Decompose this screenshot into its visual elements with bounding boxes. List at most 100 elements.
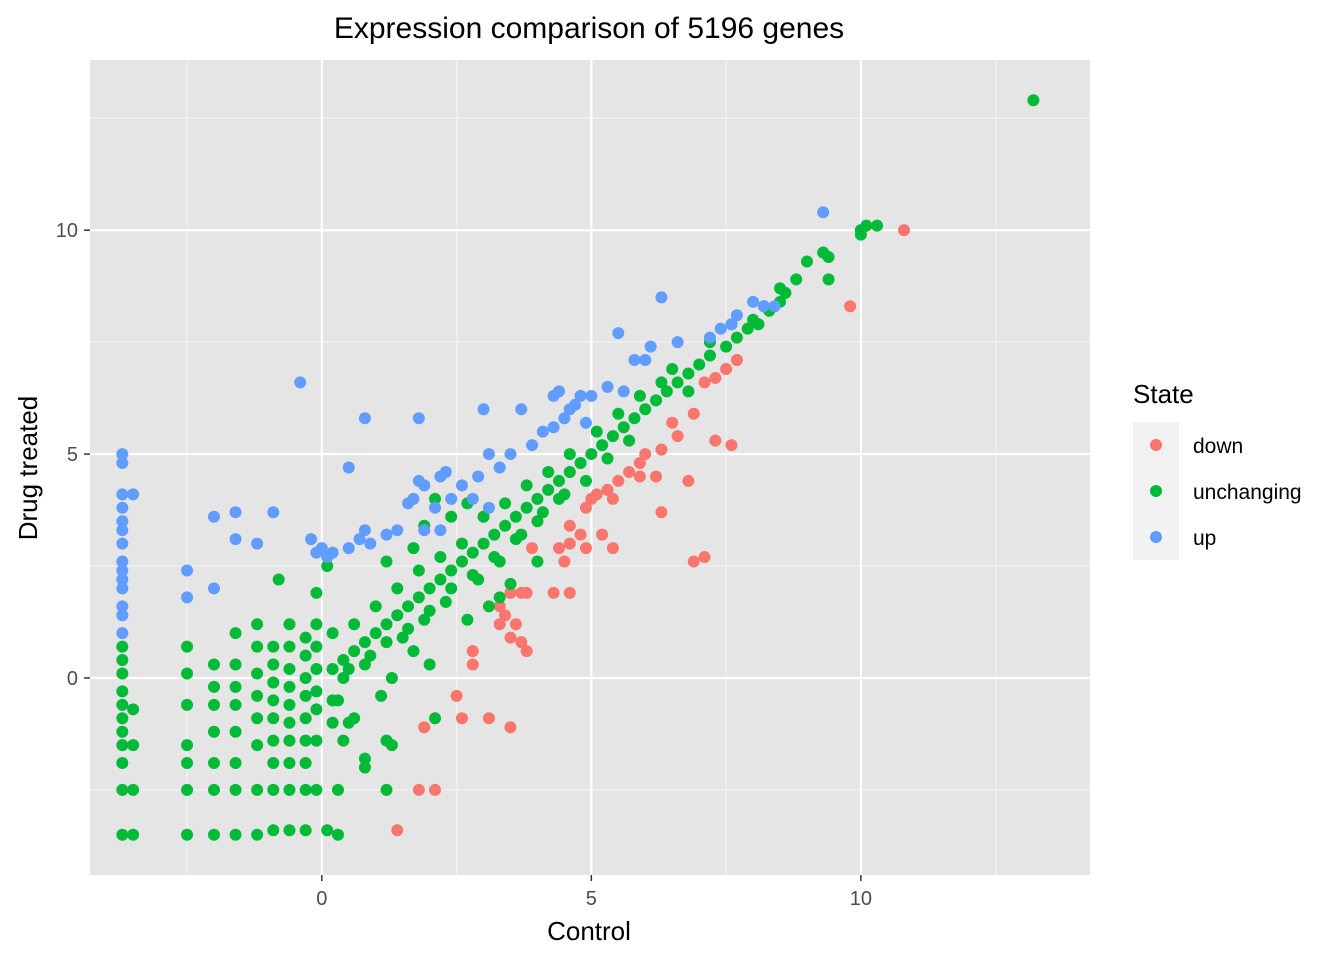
point-unchanging [779, 286, 792, 299]
point-up [116, 524, 129, 537]
point-down [725, 439, 738, 452]
point-down [606, 542, 619, 555]
point-up [547, 421, 560, 434]
point-unchanging [380, 618, 393, 631]
point-unchanging [207, 725, 220, 738]
point-unchanging [682, 385, 695, 398]
point-unchanging [310, 685, 323, 698]
point-unchanging [283, 783, 296, 796]
point-down [633, 457, 646, 470]
point-unchanging [531, 515, 544, 528]
point-unchanging [337, 654, 350, 667]
point-up [116, 515, 129, 528]
point-up [515, 403, 528, 416]
point-unchanging [693, 358, 706, 371]
point-up [305, 533, 318, 546]
point-unchanging [358, 658, 371, 671]
point-up [353, 533, 366, 546]
point-unchanging [364, 649, 377, 662]
point-unchanging [402, 622, 415, 635]
point-unchanging [283, 698, 296, 711]
point-up [116, 501, 129, 514]
y-axis-ticks: 0 5 10 [56, 220, 90, 690]
x-axis-ticks: 0 5 10 [316, 875, 872, 910]
point-unchanging [445, 564, 458, 577]
point-up [547, 389, 560, 402]
point-unchanging [181, 698, 194, 711]
point-unchanging [499, 497, 512, 510]
point-unchanging [396, 631, 409, 644]
point-unchanging [536, 506, 549, 519]
point-up [429, 501, 442, 514]
point-unchanging [326, 694, 339, 707]
point-unchanging [127, 703, 140, 716]
point-unchanging [310, 703, 323, 716]
point-down [687, 555, 700, 568]
point-down [429, 783, 442, 796]
point-unchanging [445, 510, 458, 523]
point-up [434, 470, 447, 483]
point-unchanging [623, 434, 636, 447]
point-unchanging [854, 228, 867, 241]
point-down [515, 636, 528, 649]
point-up [455, 479, 468, 492]
point-unchanging [348, 618, 361, 631]
point-unchanging [455, 555, 468, 568]
point-up [342, 461, 355, 474]
data-points [116, 94, 1040, 841]
point-up [127, 488, 140, 501]
point-unchanging [310, 640, 323, 653]
point-up [294, 376, 307, 389]
point-up [251, 537, 264, 550]
point-up [817, 206, 830, 219]
point-up [116, 555, 129, 568]
point-unchanging [585, 448, 598, 461]
point-down [504, 586, 517, 599]
point-up [315, 542, 328, 555]
point-up [116, 448, 129, 461]
point-unchanging [542, 483, 555, 496]
point-unchanging [574, 457, 587, 470]
point-unchanging [207, 658, 220, 671]
point-up [612, 327, 625, 340]
point-up [639, 354, 652, 367]
point-down [450, 689, 463, 702]
point-unchanging [429, 712, 442, 725]
point-unchanging [461, 613, 474, 626]
point-up [181, 591, 194, 604]
point-down [504, 631, 517, 644]
point-down [499, 609, 512, 622]
y-tick-label: 0 [67, 668, 78, 690]
point-unchanging [321, 824, 334, 837]
point-down [639, 448, 652, 461]
point-down [563, 519, 576, 532]
legend-marker-unchanging [1150, 485, 1162, 497]
point-down [520, 586, 533, 599]
point-unchanging [741, 322, 754, 335]
point-unchanging [666, 362, 679, 375]
point-up [207, 510, 220, 523]
point-down [418, 721, 431, 734]
point-unchanging [310, 663, 323, 676]
point-unchanging [299, 783, 312, 796]
point-unchanging [229, 658, 242, 671]
point-unchanging [310, 734, 323, 747]
point-up [380, 528, 393, 541]
point-unchanging [251, 618, 264, 631]
point-unchanging [229, 698, 242, 711]
point-up [757, 300, 770, 313]
point-down [698, 551, 711, 564]
legend-marker-up [1150, 531, 1162, 543]
point-unchanging [348, 712, 361, 725]
point-unchanging [358, 752, 371, 765]
legend-marker-down [1150, 439, 1162, 451]
point-up [477, 403, 490, 416]
point-down [553, 542, 566, 555]
point-down [655, 506, 668, 519]
point-up [730, 309, 743, 322]
point-unchanging [488, 528, 501, 541]
point-unchanging [703, 349, 716, 362]
point-up [364, 537, 377, 550]
point-down [687, 407, 700, 420]
